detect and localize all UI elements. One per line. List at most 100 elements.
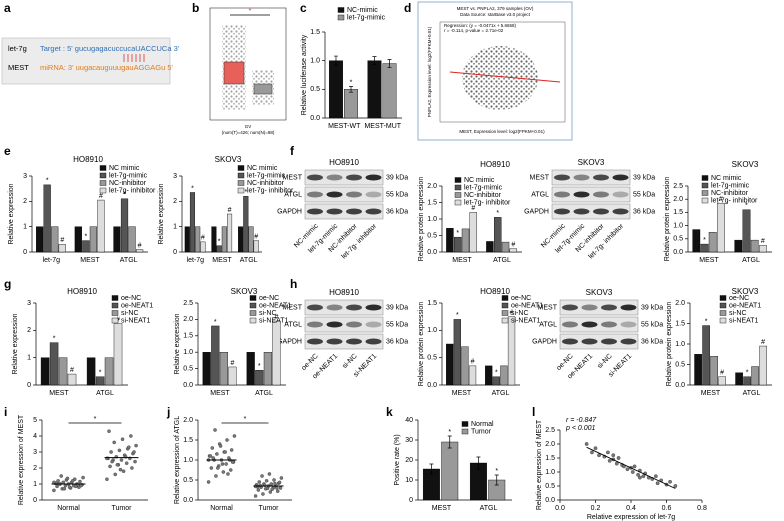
legend-swatch [249, 317, 257, 324]
x-tick-label: ATGL [120, 257, 138, 264]
y-tick-label: 2 [23, 198, 27, 205]
legend-swatch [719, 317, 727, 324]
bar [228, 366, 237, 386]
chart-title: MEST vs. PNPLA2, 379 samples (OV) [457, 6, 534, 11]
bar [74, 226, 82, 253]
y-tick-label: 1.5 [427, 199, 437, 206]
point [267, 472, 272, 476]
band [326, 191, 343, 198]
blot [304, 203, 384, 220]
bar [708, 231, 717, 253]
x-tick-label: ATGL [240, 257, 258, 264]
point [129, 434, 133, 438]
legend-label: Tumor [471, 428, 492, 435]
error-bar [387, 59, 392, 68]
band [612, 174, 629, 181]
annotation: # [230, 360, 234, 367]
point [264, 479, 269, 483]
point [81, 475, 85, 480]
point [132, 450, 136, 454]
row-label: ATGL [284, 191, 302, 198]
panel-label: e [4, 144, 11, 158]
annotation: * [53, 335, 56, 342]
legend-swatch [99, 187, 107, 194]
size-label: 55 kDa [386, 321, 408, 328]
bar [253, 240, 259, 253]
significance: * [249, 8, 252, 15]
y-tick-label: 0.5 [675, 361, 685, 368]
annotation: # [254, 233, 258, 240]
chart-title: HO8910 [480, 160, 510, 169]
legend-label: NC-inhibitor [711, 190, 749, 197]
y-tick-label: 0.0 [675, 382, 685, 389]
point [277, 480, 282, 485]
annotation: * [746, 370, 749, 377]
bar [492, 376, 500, 386]
band [365, 304, 382, 311]
annotation: * [495, 468, 498, 475]
y-tick-label: 0.5 [183, 365, 193, 372]
band [326, 208, 343, 215]
y-tick-label: 0.5 [673, 236, 683, 243]
band [346, 338, 362, 345]
y-tick-label: 2 [173, 198, 177, 205]
point [278, 486, 283, 490]
x-tick-label: 0.8 [697, 505, 707, 512]
bar [751, 366, 759, 386]
point [133, 459, 137, 464]
legend-label: oe-NC [121, 295, 141, 302]
point [124, 461, 129, 465]
x-tick-label: MEST-WT [328, 123, 361, 130]
legend-label: let-7g- inhibitor [109, 187, 156, 194]
point [113, 472, 118, 477]
plot-frame [439, 21, 566, 123]
point [257, 480, 262, 484]
annotation: * [214, 319, 217, 326]
y-tick-label: 4 [33, 433, 37, 440]
y-axis-label: Relative luciferase activity [301, 34, 308, 115]
point [668, 479, 672, 484]
y-tick-label: 1.0 [673, 222, 683, 229]
legend-label: NC mimic [711, 175, 742, 182]
y-axis-label: Relative protein expression [418, 302, 425, 387]
point [268, 490, 273, 494]
bar [758, 245, 767, 253]
bar [453, 319, 461, 386]
x-tick-label: Normal [57, 505, 80, 512]
point [275, 486, 279, 490]
legend-swatch [99, 172, 107, 179]
error-bar [349, 86, 354, 93]
point [211, 456, 215, 460]
y-tick-label: 1.0 [427, 327, 437, 334]
point [265, 486, 270, 491]
bar [734, 239, 743, 253]
row-label: MEST [283, 304, 303, 311]
point [112, 440, 116, 445]
lane-label: si-NC [596, 353, 613, 370]
panel-label: j [166, 405, 170, 419]
chart-title: SKOV3 [215, 155, 242, 164]
point [105, 477, 109, 481]
x-tick-label: MEST [212, 257, 232, 264]
point [625, 467, 630, 472]
y-axis-label: Relative protein expression [418, 177, 425, 262]
point [593, 446, 598, 451]
y-tick-label: 0.0 [427, 382, 437, 389]
point [110, 459, 114, 464]
y-axis-label: Relative expression of MEST [536, 419, 543, 510]
error-bar [494, 474, 499, 486]
bar [446, 343, 454, 386]
bar [454, 236, 462, 253]
annotation: * [191, 185, 194, 192]
legend-swatch [111, 317, 119, 324]
bar [718, 376, 726, 386]
point [655, 481, 660, 486]
y-tick-label: 0.5 [183, 477, 193, 484]
y-tick-label: 0.0 [183, 497, 193, 504]
legend-swatch [237, 187, 245, 194]
annotation: * [244, 189, 247, 196]
band [620, 304, 637, 311]
row-label: MEST [530, 174, 550, 181]
band [562, 304, 578, 311]
legend-label: NC-inhibitor [464, 192, 502, 199]
